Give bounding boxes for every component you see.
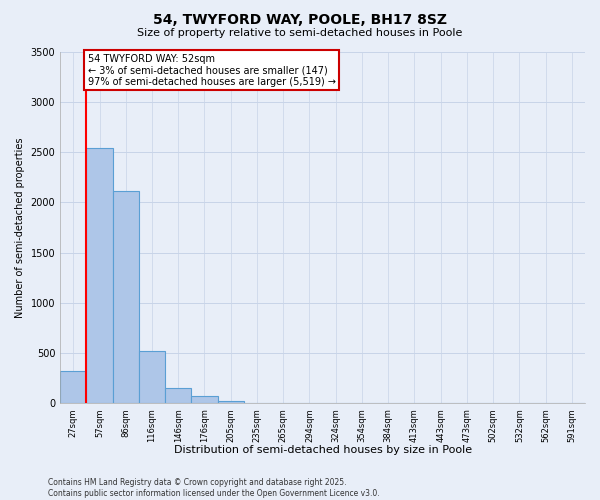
Text: 54, TWYFORD WAY, POOLE, BH17 8SZ: 54, TWYFORD WAY, POOLE, BH17 8SZ — [153, 12, 447, 26]
Text: Contains HM Land Registry data © Crown copyright and database right 2025.
Contai: Contains HM Land Registry data © Crown c… — [48, 478, 380, 498]
Bar — [218, 401, 244, 404]
Text: 54 TWYFORD WAY: 52sqm
← 3% of semi-detached houses are smaller (147)
97% of semi: 54 TWYFORD WAY: 52sqm ← 3% of semi-detac… — [88, 54, 336, 86]
Bar — [191, 396, 218, 404]
Bar — [113, 192, 139, 404]
Bar — [165, 388, 191, 404]
Text: Size of property relative to semi-detached houses in Poole: Size of property relative to semi-detach… — [137, 28, 463, 38]
Bar — [86, 148, 113, 404]
Bar — [244, 402, 270, 404]
X-axis label: Distribution of semi-detached houses by size in Poole: Distribution of semi-detached houses by … — [173, 445, 472, 455]
Y-axis label: Number of semi-detached properties: Number of semi-detached properties — [15, 137, 25, 318]
Bar — [60, 371, 86, 404]
Bar — [139, 351, 165, 404]
